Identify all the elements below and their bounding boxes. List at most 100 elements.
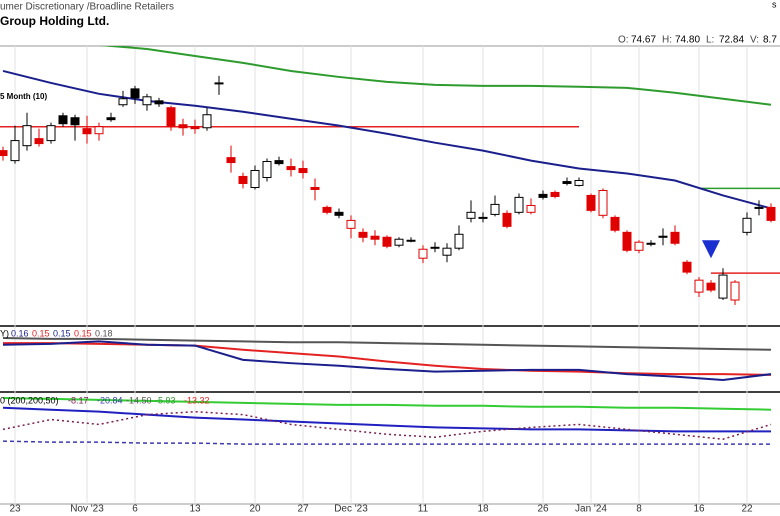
candle-body bbox=[274, 160, 284, 165]
quote-value: 74.80 bbox=[675, 35, 700, 46]
x-tick-label: 11 bbox=[418, 504, 429, 515]
candle-body bbox=[502, 212, 512, 227]
sector: umer Discretionary /Broadline Retailers bbox=[0, 2, 174, 13]
quote-label: V: bbox=[750, 35, 759, 46]
panel-value: -20.84 bbox=[97, 395, 123, 405]
candle-body bbox=[514, 196, 524, 213]
x-tick-label: 20 bbox=[249, 504, 261, 515]
candle-body bbox=[742, 217, 752, 233]
candle-body bbox=[718, 274, 728, 299]
candle-body bbox=[394, 238, 404, 246]
x-tick-label: 18 bbox=[477, 504, 489, 515]
candle-body bbox=[70, 117, 80, 126]
candle-body bbox=[226, 157, 236, 164]
candle-body bbox=[526, 204, 536, 213]
candle-body bbox=[190, 126, 200, 130]
x-tick-label: 23 bbox=[9, 504, 21, 515]
candle-body bbox=[538, 193, 548, 198]
candle-body bbox=[490, 203, 500, 215]
candle-body bbox=[382, 236, 392, 247]
signal-marker bbox=[702, 240, 720, 259]
candle-body bbox=[322, 206, 332, 213]
panel-label: 0 (200,200,50) bbox=[0, 395, 59, 405]
panel-value: 0.18 bbox=[95, 328, 113, 338]
x-tick-label: Jan '24 bbox=[575, 504, 607, 515]
quote: O: 74.67 H: 74.80 L: 72.84 V: 8.7 bbox=[618, 35, 777, 46]
x-tick-label: 22 bbox=[741, 504, 753, 515]
line bbox=[99, 46, 772, 106]
quote-value: 74.67 bbox=[631, 35, 656, 46]
candle-body bbox=[670, 231, 680, 244]
candle-body bbox=[346, 219, 356, 229]
quote-value: 8.7 bbox=[763, 35, 777, 46]
candle-body bbox=[166, 107, 176, 128]
candle-body bbox=[22, 125, 32, 147]
candle-body bbox=[466, 211, 476, 219]
x-tick-label: 26 bbox=[537, 504, 549, 515]
panel-value: 0.15 bbox=[32, 328, 50, 338]
ma-label: 5 Month (10) bbox=[0, 92, 47, 101]
candle-body bbox=[118, 98, 128, 106]
candle-body bbox=[46, 125, 56, 142]
panel-value: 0.15 bbox=[74, 328, 92, 338]
candle-body bbox=[574, 179, 584, 186]
candle-body bbox=[298, 168, 308, 174]
candle-body bbox=[178, 124, 188, 129]
x-tick-label: 6 bbox=[132, 504, 138, 515]
line bbox=[2, 440, 771, 445]
candle-body bbox=[586, 194, 596, 211]
candle-body bbox=[694, 279, 704, 293]
candle-body bbox=[634, 241, 644, 251]
panel-value: -14.50 bbox=[126, 395, 152, 405]
candle-body bbox=[58, 115, 68, 125]
x-tick-label: 16 bbox=[693, 504, 705, 515]
candle-body bbox=[334, 211, 344, 216]
candle-body bbox=[94, 126, 104, 135]
quote-label: O: bbox=[618, 35, 629, 46]
candle-body bbox=[406, 239, 416, 242]
candle-body bbox=[262, 161, 272, 179]
candle-body bbox=[682, 261, 692, 273]
x-tick-label: 27 bbox=[297, 504, 309, 515]
candle-body bbox=[610, 216, 620, 231]
candle-body bbox=[454, 233, 464, 249]
candle-body bbox=[238, 175, 248, 184]
line bbox=[2, 396, 772, 411]
candle-body bbox=[562, 181, 572, 184]
candle-body bbox=[202, 114, 212, 129]
company: Group Holding Ltd. bbox=[0, 14, 109, 28]
candle-body bbox=[754, 206, 764, 209]
panel-value: 0.16 bbox=[11, 328, 29, 338]
candle-body bbox=[442, 247, 452, 256]
candle-body bbox=[10, 140, 20, 162]
candle-body bbox=[430, 246, 440, 249]
candle-body bbox=[142, 96, 152, 106]
candle-body bbox=[106, 117, 116, 121]
candle-body bbox=[130, 88, 140, 99]
line bbox=[2, 69, 772, 210]
quote-label: L: bbox=[706, 35, 714, 46]
panel-value: -13.32 bbox=[184, 395, 210, 405]
quote-value: 72.84 bbox=[719, 35, 744, 46]
candle-body bbox=[478, 216, 488, 219]
panel-value: -5.93 bbox=[155, 395, 176, 405]
candle-body bbox=[310, 187, 320, 190]
candle-body bbox=[658, 235, 668, 238]
quote-label: H: bbox=[662, 35, 672, 46]
candle-body bbox=[358, 231, 368, 238]
candle-body bbox=[706, 282, 716, 291]
candle-body bbox=[418, 248, 428, 259]
candle-body bbox=[646, 242, 656, 245]
candle-body bbox=[766, 206, 776, 221]
panel-value: -8.17 bbox=[68, 395, 89, 405]
candle-body bbox=[82, 128, 92, 135]
x-tick-label: Dec '23 bbox=[334, 504, 368, 515]
candle-body bbox=[214, 82, 224, 85]
x-tick-label: Nov '23 bbox=[70, 504, 104, 515]
candle-body bbox=[622, 231, 632, 251]
line bbox=[2, 406, 771, 433]
panel-label: Y) bbox=[0, 328, 9, 338]
x-tick-label: 8 bbox=[636, 504, 642, 515]
